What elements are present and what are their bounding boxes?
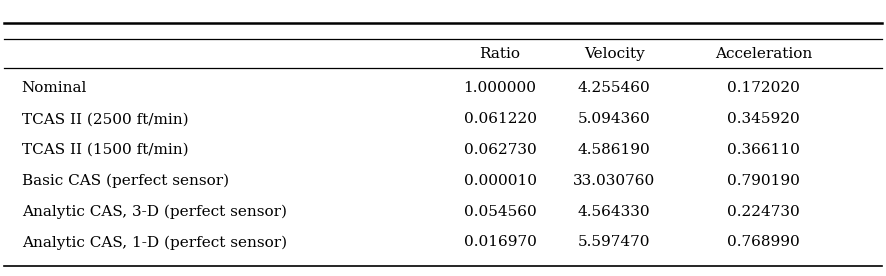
Text: 0.000010: 0.000010 bbox=[463, 174, 537, 188]
Text: 4.255460: 4.255460 bbox=[578, 81, 650, 95]
Text: 0.345920: 0.345920 bbox=[727, 112, 800, 126]
Text: 0.172020: 0.172020 bbox=[727, 81, 800, 95]
Text: TCAS II (2500 ft/min): TCAS II (2500 ft/min) bbox=[22, 112, 189, 126]
Text: 0.061220: 0.061220 bbox=[463, 112, 537, 126]
Text: Velocity: Velocity bbox=[584, 47, 644, 61]
Text: Basic CAS (perfect sensor): Basic CAS (perfect sensor) bbox=[22, 174, 229, 188]
Text: 4.586190: 4.586190 bbox=[578, 143, 650, 157]
Text: 0.054560: 0.054560 bbox=[463, 205, 536, 219]
Text: Acceleration: Acceleration bbox=[715, 47, 812, 61]
Text: 5.094360: 5.094360 bbox=[578, 112, 650, 126]
Text: 33.030760: 33.030760 bbox=[573, 174, 656, 188]
Text: 0.062730: 0.062730 bbox=[463, 143, 536, 157]
Text: 0.768990: 0.768990 bbox=[727, 235, 800, 250]
Text: 0.366110: 0.366110 bbox=[727, 143, 800, 157]
Text: TCAS II (1500 ft/min): TCAS II (1500 ft/min) bbox=[22, 143, 189, 157]
Text: 1.000000: 1.000000 bbox=[463, 81, 537, 95]
Text: 0.224730: 0.224730 bbox=[727, 205, 800, 219]
Text: Analytic CAS, 3-D (perfect sensor): Analytic CAS, 3-D (perfect sensor) bbox=[22, 205, 287, 219]
Text: 0.790190: 0.790190 bbox=[727, 174, 800, 188]
Text: Ratio: Ratio bbox=[479, 47, 521, 61]
Text: 4.564330: 4.564330 bbox=[578, 205, 650, 219]
Text: 5.597470: 5.597470 bbox=[578, 235, 650, 250]
Text: 0.016970: 0.016970 bbox=[463, 235, 537, 250]
Text: Nominal: Nominal bbox=[22, 81, 87, 95]
Text: Analytic CAS, 1-D (perfect sensor): Analytic CAS, 1-D (perfect sensor) bbox=[22, 235, 287, 250]
